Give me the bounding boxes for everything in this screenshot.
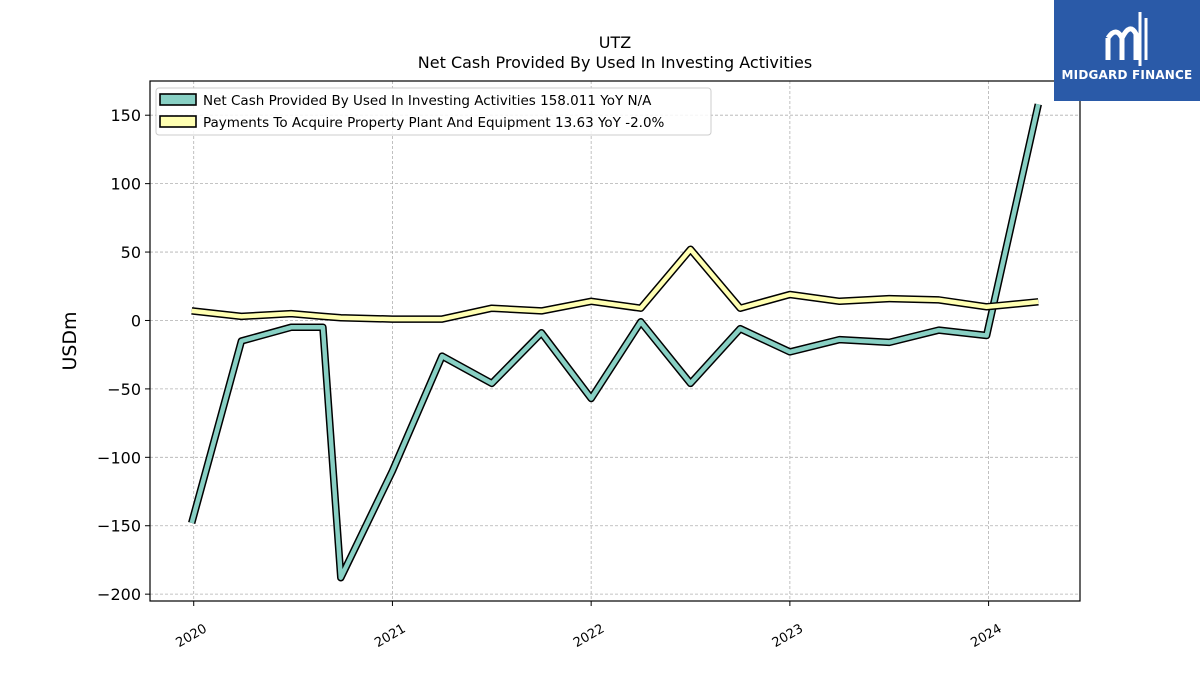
series-0-line	[189, 103, 1041, 580]
legend-label-capex: Payments To Acquire Property Plant And E…	[203, 115, 665, 131]
x-tick-label: 2023	[770, 621, 806, 651]
y-tick-label: 50	[121, 243, 141, 262]
y-ticks: 150 100 50 0 −50 −100 −150 −200	[97, 106, 150, 604]
x-tick-label: 2020	[174, 621, 210, 651]
y-tick-label: −200	[97, 585, 141, 604]
chart-subtitle: Net Cash Provided By Used In Investing A…	[418, 53, 812, 72]
plot-frame	[149, 80, 1081, 602]
series-1-outline	[191, 245, 1039, 323]
x-tick-label: 2022	[571, 621, 607, 651]
y-tick-label: 100	[110, 175, 141, 194]
y-tick-label: −150	[97, 517, 141, 536]
y-axis-label: USDm	[59, 311, 81, 370]
legend-swatch-capex	[159, 115, 197, 128]
legend-swatch-net-cash	[159, 93, 197, 106]
legend-box	[155, 87, 712, 136]
chart-title: UTZ	[599, 33, 631, 52]
legend-label-net-cash: Net Cash Provided By Used In Investing A…	[203, 93, 652, 109]
y-tick-label: 150	[110, 106, 141, 125]
midgard-finance-logo: MIDGARD FINANCE	[1054, 0, 1200, 101]
x-ticks: 2020 2021 2022 2023 2024	[174, 601, 1005, 651]
grid-lines	[150, 81, 1080, 601]
y-tick-label: −50	[107, 380, 141, 399]
x-tick-label: 2021	[372, 621, 408, 651]
series-1-line	[191, 247, 1039, 322]
legend: Net Cash Provided By Used In Investing A…	[155, 87, 712, 136]
logo-text: MIDGARD FINANCE	[1061, 68, 1193, 82]
y-tick-label: 0	[131, 311, 141, 330]
midgard-logo-icon	[1105, 12, 1148, 66]
y-tick-label: −100	[97, 448, 141, 467]
series-lines	[188, 103, 1042, 582]
series-0-outline	[188, 103, 1042, 582]
x-tick-label: 2024	[968, 621, 1004, 651]
